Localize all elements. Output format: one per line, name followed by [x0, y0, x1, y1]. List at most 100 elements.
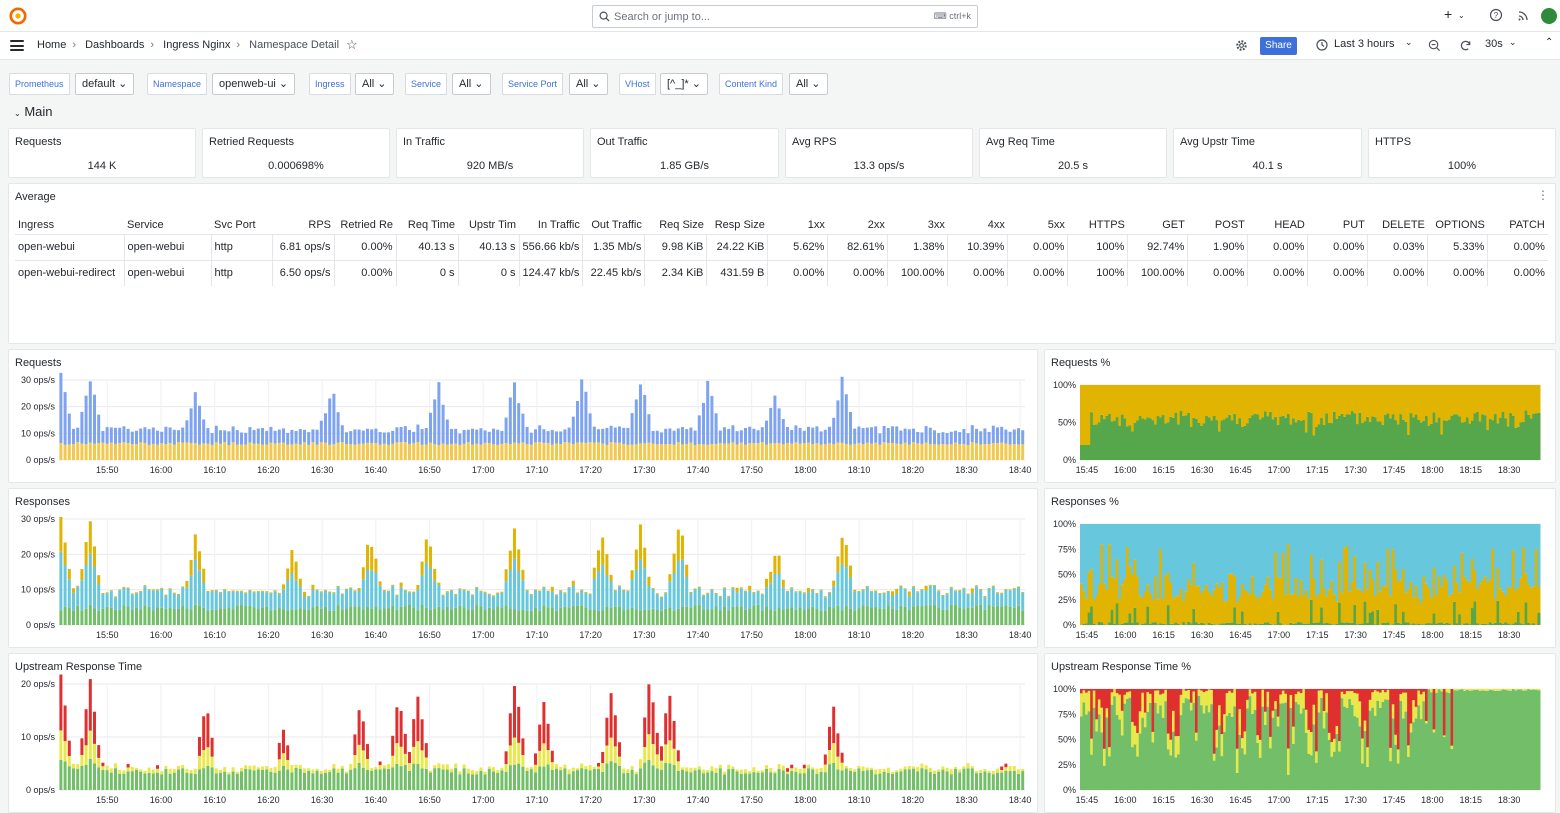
breadcrumb-home[interactable]: Home — [37, 39, 67, 51]
area-segment — [1348, 691, 1352, 700]
collapse-chevron-up-icon[interactable]: ⌃ — [1545, 37, 1554, 48]
bar-segment — [223, 442, 227, 460]
column-header[interactable]: HTTPS — [1088, 218, 1125, 231]
bar-segment — [240, 432, 243, 445]
column-header[interactable]: In Traffic — [537, 218, 580, 231]
column-header[interactable]: Svc Port — [214, 218, 256, 231]
area-segment — [1471, 524, 1475, 559]
bar-segment — [433, 765, 437, 769]
bar-segment — [521, 413, 525, 443]
variable-select-service-port[interactable]: All ⌄ — [569, 73, 608, 95]
bar-segment — [172, 592, 176, 594]
column-header[interactable]: Ingress — [18, 218, 55, 231]
column-header[interactable]: RPS — [308, 218, 331, 231]
column-header[interactable]: 1xx — [807, 218, 825, 231]
column-header[interactable]: 4xx — [987, 218, 1005, 231]
column-header[interactable]: Upstr Tim — [468, 218, 516, 231]
row-header-main[interactable]: ⌄ Main — [14, 104, 53, 119]
column-header[interactable]: Req Size — [659, 218, 704, 231]
bar-segment — [67, 756, 71, 767]
bar-segment — [996, 593, 999, 606]
variable-select-content-kind[interactable]: All ⌄ — [789, 73, 828, 95]
area-segment — [1389, 689, 1393, 748]
bar-segment — [517, 570, 521, 611]
news-feed-icon[interactable] — [1517, 8, 1531, 22]
zoom-out-icon[interactable] — [1428, 39, 1441, 52]
chevron-down-icon[interactable]: ⌄ — [1458, 11, 1465, 20]
x-tick-label: 16:30 — [311, 795, 334, 805]
time-range-picker[interactable]: Last 3 hours — [1334, 38, 1395, 50]
bar-segment — [727, 595, 731, 597]
area-segment — [1488, 579, 1492, 623]
refresh-interval-picker[interactable]: 30s — [1485, 38, 1503, 50]
refresh-icon[interactable] — [1459, 39, 1472, 52]
area-segment — [1524, 524, 1528, 574]
area-segment — [1136, 420, 1140, 460]
grafana-logo-icon[interactable] — [9, 7, 27, 25]
x-tick-label: 17:10 — [526, 630, 549, 640]
area-segment — [1402, 524, 1406, 570]
user-avatar[interactable] — [1541, 8, 1557, 24]
menu-icon[interactable] — [10, 40, 24, 51]
variable-select-vhost[interactable]: [^_]* ⌄ — [660, 73, 708, 95]
settings-gear-icon[interactable] — [1235, 39, 1248, 52]
bar-segment — [378, 444, 382, 460]
bar-segment — [870, 769, 873, 790]
variable-select-namespace[interactable]: openweb-ui ⌄ — [212, 73, 296, 95]
column-header[interactable]: Service — [127, 218, 164, 231]
bar-segment — [727, 443, 731, 460]
bar-segment — [475, 774, 479, 790]
column-header[interactable]: Out Traffic — [591, 218, 642, 231]
column-header[interactable]: 3xx — [927, 218, 945, 231]
area-segment — [1522, 547, 1526, 625]
column-header[interactable]: PATCH — [1509, 218, 1545, 231]
column-header[interactable]: GET — [1162, 218, 1185, 231]
area-segment — [1442, 385, 1446, 421]
breadcrumb-ingress-nginx[interactable]: Ingress Nginx — [163, 39, 231, 51]
column-header[interactable]: PUT — [1342, 218, 1365, 231]
column-header[interactable]: OPTIONS — [1435, 218, 1485, 231]
share-button[interactable]: Share — [1260, 37, 1297, 55]
chevron-down-icon[interactable]: ⌄ — [1509, 37, 1517, 47]
y-tick-label: 10 ops/s — [21, 585, 56, 595]
column-header[interactable]: Resp Size — [714, 218, 765, 231]
variable-select-ingress[interactable]: All ⌄ — [355, 73, 394, 95]
bar-segment — [882, 771, 886, 790]
column-header[interactable]: DELETE — [1382, 218, 1425, 231]
bar-segment — [723, 771, 726, 775]
breadcrumb-dashboards[interactable]: Dashboards — [85, 39, 145, 51]
bar-segment — [609, 737, 613, 762]
variable-select-prometheus[interactable]: default ⌄ — [75, 73, 135, 95]
help-icon[interactable]: ? — [1489, 8, 1503, 22]
bar-segment — [294, 764, 298, 769]
column-header[interactable]: Req Time — [407, 218, 455, 231]
column-header[interactable]: 5xx — [1047, 218, 1065, 231]
area-segment — [1261, 524, 1265, 592]
column-header[interactable]: POST — [1214, 218, 1245, 231]
area-segment — [1363, 421, 1367, 460]
area-segment — [1095, 595, 1099, 625]
column-header[interactable]: 2xx — [867, 218, 885, 231]
panel-menu-icon[interactable]: ⋮ — [1537, 188, 1549, 202]
area-segment — [1350, 622, 1354, 625]
column-header[interactable]: Retried Re — [340, 218, 393, 231]
bar-segment — [769, 571, 773, 584]
add-icon[interactable]: + — [1444, 6, 1453, 22]
column-header[interactable]: HEAD — [1274, 218, 1305, 231]
bar-segment — [849, 411, 852, 445]
bar-segment — [122, 587, 126, 606]
variable-select-service[interactable]: All ⌄ — [452, 73, 491, 95]
area-segment — [1471, 385, 1475, 421]
area-segment — [1299, 713, 1303, 790]
bar-segment — [760, 442, 764, 460]
area-segment — [1092, 524, 1096, 600]
bar-segment — [328, 610, 332, 625]
search-input[interactable]: Search or jump to... ⌨ ctrl+k — [592, 5, 978, 28]
bar-segment — [214, 609, 218, 625]
bar-segment — [970, 768, 974, 790]
chevron-down-icon[interactable]: ⌄ — [1405, 37, 1413, 47]
bar-segment — [786, 427, 789, 443]
table-cell: 6.50 ops/s — [272, 259, 335, 286]
bar-segment — [156, 590, 159, 608]
star-icon[interactable]: ☆ — [346, 37, 358, 52]
